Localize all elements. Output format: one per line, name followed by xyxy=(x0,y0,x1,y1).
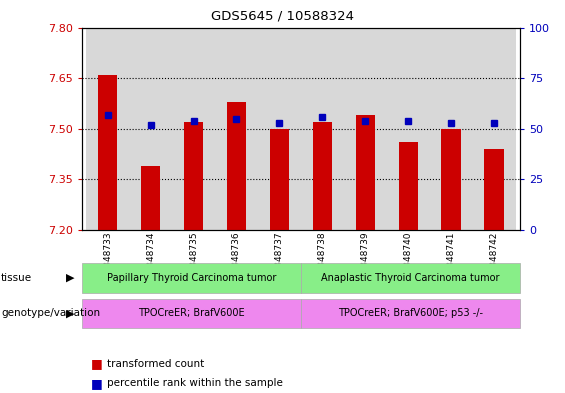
Bar xyxy=(227,102,246,230)
Bar xyxy=(301,299,520,328)
Text: ■: ■ xyxy=(90,357,102,370)
Bar xyxy=(258,28,301,230)
Text: genotype/variation: genotype/variation xyxy=(1,309,100,318)
Bar xyxy=(355,115,375,230)
Text: ■: ■ xyxy=(90,376,102,390)
Bar xyxy=(270,129,289,230)
Bar xyxy=(82,299,301,328)
Text: ▶: ▶ xyxy=(66,273,75,283)
Text: percentile rank within the sample: percentile rank within the sample xyxy=(107,378,283,388)
Bar xyxy=(82,263,301,293)
Bar xyxy=(441,129,461,230)
Bar xyxy=(172,28,215,230)
Text: Papillary Thyroid Carcinoma tumor: Papillary Thyroid Carcinoma tumor xyxy=(107,273,276,283)
Bar xyxy=(215,28,258,230)
Bar xyxy=(472,28,515,230)
Bar xyxy=(398,142,418,230)
Bar xyxy=(129,28,172,230)
Bar xyxy=(98,75,118,230)
Text: transformed count: transformed count xyxy=(107,358,205,369)
Text: ▶: ▶ xyxy=(66,309,75,318)
Text: Anaplastic Thyroid Carcinoma tumor: Anaplastic Thyroid Carcinoma tumor xyxy=(321,273,499,283)
Bar xyxy=(301,28,344,230)
Bar xyxy=(312,122,332,230)
Text: GDS5645 / 10588324: GDS5645 / 10588324 xyxy=(211,10,354,23)
Bar xyxy=(301,263,520,293)
Text: TPOCreER; BrafV600E; p53 -/-: TPOCreER; BrafV600E; p53 -/- xyxy=(338,309,483,318)
Text: TPOCreER; BrafV600E: TPOCreER; BrafV600E xyxy=(138,309,245,318)
Bar xyxy=(141,166,160,230)
Bar xyxy=(386,28,429,230)
Text: tissue: tissue xyxy=(1,273,32,283)
Bar xyxy=(184,122,203,230)
Bar xyxy=(86,28,129,230)
Bar xyxy=(344,28,386,230)
Bar xyxy=(429,28,472,230)
Bar xyxy=(484,149,504,230)
